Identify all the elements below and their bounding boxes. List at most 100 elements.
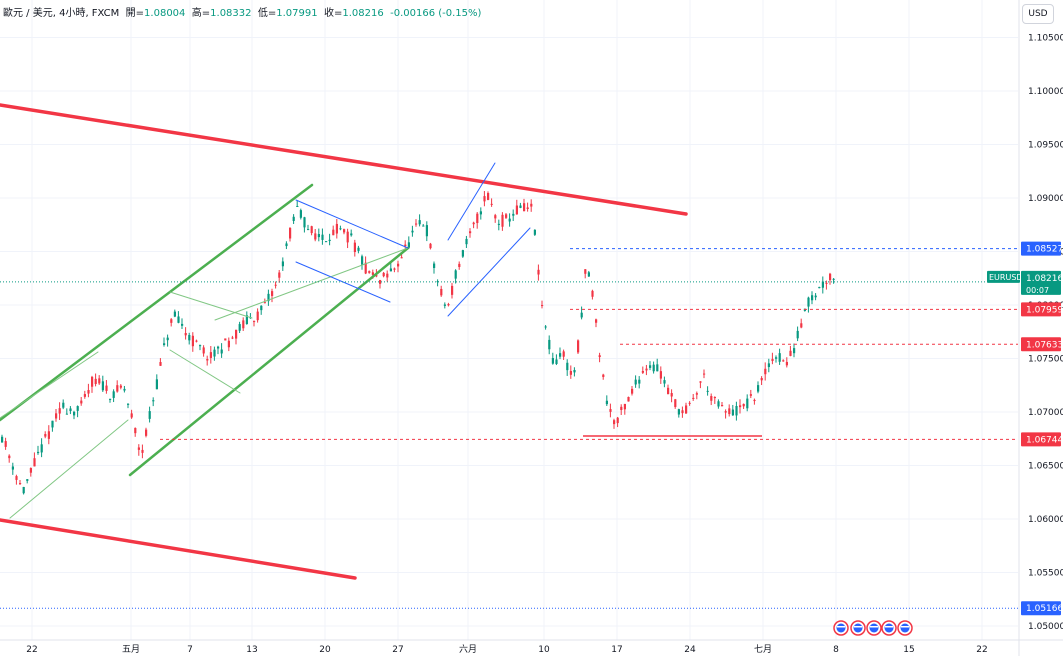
legend-low-label: 低= bbox=[257, 8, 277, 19]
candle-body bbox=[328, 239, 331, 241]
candle-body bbox=[350, 233, 353, 236]
candle-body bbox=[710, 396, 713, 401]
candle-body bbox=[458, 263, 461, 267]
candle-body bbox=[191, 335, 194, 347]
time-tick-label: 五月 bbox=[122, 644, 140, 655]
candle-body bbox=[699, 381, 702, 383]
candle-body bbox=[652, 364, 655, 372]
candle-body bbox=[663, 380, 666, 384]
channel-bottom-red bbox=[0, 518, 357, 580]
candle-body bbox=[764, 368, 767, 375]
candle-body bbox=[641, 370, 644, 373]
candle-body bbox=[562, 351, 565, 357]
candle-body bbox=[533, 229, 536, 235]
candle-body bbox=[645, 368, 648, 371]
candle-body bbox=[339, 228, 342, 230]
candle-body bbox=[587, 272, 590, 277]
candle-body bbox=[670, 393, 673, 397]
candle-body bbox=[469, 231, 472, 234]
candle-body bbox=[703, 373, 706, 375]
candle-body bbox=[307, 229, 310, 231]
us-flag-icon bbox=[833, 620, 849, 636]
candle-body bbox=[83, 394, 86, 397]
candle-body bbox=[281, 261, 284, 267]
currency-button[interactable]: USD bbox=[1022, 4, 1054, 24]
price-tick-label: 1.05500 bbox=[1028, 569, 1063, 579]
candle-body bbox=[213, 349, 216, 357]
candle-body bbox=[371, 272, 374, 275]
event-flags bbox=[833, 620, 913, 636]
candle-body bbox=[105, 385, 108, 391]
level-1.05166-text: 1.05166 bbox=[1026, 604, 1063, 614]
candle-body bbox=[379, 280, 382, 284]
candle-body bbox=[436, 281, 439, 283]
price-tick-label: 1.06000 bbox=[1028, 515, 1063, 525]
candle-body bbox=[137, 447, 140, 450]
candle-body bbox=[512, 213, 515, 216]
price-tick-label: 1.10500 bbox=[1028, 34, 1063, 44]
legend-high-label: 高= bbox=[191, 8, 211, 19]
candle-body bbox=[656, 364, 659, 372]
candle-body bbox=[253, 321, 256, 323]
candle-body bbox=[1, 436, 4, 443]
candle-body bbox=[148, 411, 151, 419]
candle-body bbox=[209, 352, 212, 358]
candle-body bbox=[573, 369, 576, 373]
candle-body bbox=[368, 271, 371, 273]
candle-body bbox=[278, 272, 281, 278]
candle-body bbox=[501, 214, 504, 227]
candle-body bbox=[267, 293, 270, 302]
level-1.05166-tag bbox=[1021, 601, 1061, 616]
us-flag-icon bbox=[881, 620, 897, 636]
time-tick-label: 22 bbox=[976, 645, 987, 655]
candle-body bbox=[674, 399, 677, 407]
legend-low: 1.07991 bbox=[276, 8, 318, 19]
time-tick-label: 13 bbox=[246, 645, 257, 655]
time-tick-label: 27 bbox=[392, 645, 403, 655]
candle-body bbox=[443, 304, 446, 306]
candle-body bbox=[584, 269, 587, 274]
legend-symbol: 歐元 / 美元, 4小時, FXCM bbox=[3, 8, 120, 19]
candle-body bbox=[299, 210, 302, 218]
candle-body bbox=[22, 486, 25, 494]
legend-high: 1.08332 bbox=[210, 8, 252, 19]
candle-body bbox=[289, 227, 292, 239]
legend-close-label: 收= bbox=[323, 8, 343, 19]
candle-body bbox=[569, 370, 572, 375]
candle-body bbox=[713, 397, 716, 399]
candle-body bbox=[623, 403, 626, 410]
symbol-tag bbox=[987, 270, 1020, 283]
candle-body bbox=[145, 429, 148, 436]
candle-body bbox=[616, 417, 619, 424]
candle-body bbox=[627, 397, 630, 402]
candle-body bbox=[159, 362, 162, 366]
green-channel-upper bbox=[0, 183, 314, 422]
candle-body bbox=[559, 353, 562, 357]
candle-body bbox=[548, 339, 551, 350]
candle-body bbox=[749, 394, 752, 396]
candle-body bbox=[29, 468, 32, 473]
candle-body bbox=[429, 243, 432, 249]
candle-body bbox=[775, 357, 778, 359]
candle-body bbox=[526, 207, 529, 210]
candle-body bbox=[505, 214, 508, 218]
candle-body bbox=[271, 291, 274, 296]
candle-body bbox=[94, 378, 97, 385]
candle-body bbox=[310, 226, 313, 234]
candle-body bbox=[454, 270, 457, 279]
time-tick-label: 17 bbox=[611, 645, 622, 655]
candle-body bbox=[796, 330, 799, 339]
candle-body bbox=[346, 231, 349, 243]
time-tick-label: 六月 bbox=[459, 643, 477, 655]
level-1.07959-text: 1.07959 bbox=[1026, 305, 1063, 315]
candle-body bbox=[537, 269, 540, 275]
legend-close: 1.08216 bbox=[342, 8, 384, 19]
candle-body bbox=[634, 379, 637, 385]
candle-body bbox=[508, 218, 511, 222]
candle-body bbox=[746, 398, 749, 409]
green-thin-upper bbox=[0, 351, 99, 419]
candle-body bbox=[811, 295, 814, 301]
candle-body bbox=[364, 262, 367, 274]
time-tick-label: 22 bbox=[26, 645, 37, 655]
